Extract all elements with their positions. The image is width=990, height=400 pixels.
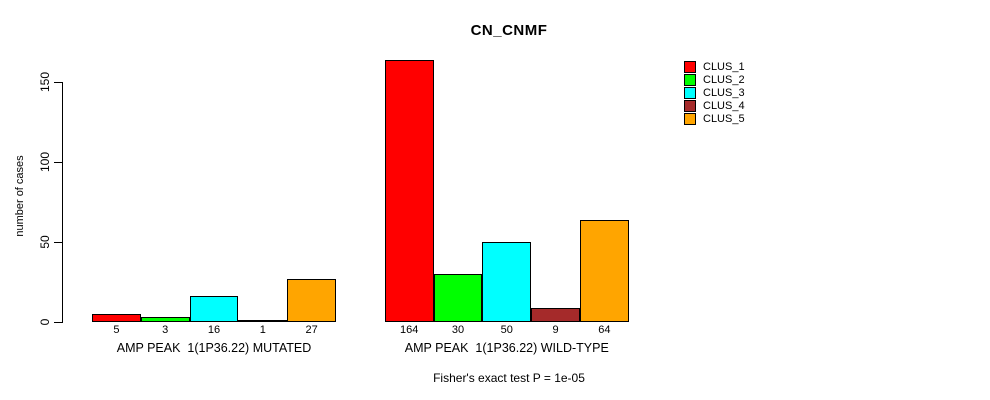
bar-clus_4-group1: [238, 320, 288, 322]
legend-label: CLUS_3: [703, 86, 745, 99]
y-tick-label: 150: [38, 71, 52, 93]
bar-value-label: 27: [305, 324, 318, 336]
y-tick-mark: [54, 242, 62, 243]
bar-clus_5-group1: [287, 278, 336, 322]
legend-swatch-icon: [684, 60, 696, 73]
legend-swatch-icon: [684, 100, 696, 113]
legend-swatch-icon: [684, 86, 696, 99]
bar-clus_4-group2: [531, 307, 580, 322]
bar-clus_1-group2: [384, 59, 434, 322]
legend-label: CLUS_1: [703, 60, 745, 73]
bar-clus_2-group2: [433, 274, 483, 322]
bar-clus_3-group1: [189, 296, 239, 322]
legend-row-clus_1: CLUS_1: [684, 60, 745, 73]
chart-title: CN_CNMF: [470, 22, 548, 39]
legend-row-clus_4: CLUS_4: [684, 100, 745, 113]
group-label: AMP PEAK 1(1P36.22) MUTATED: [116, 341, 312, 355]
bar-value-label: 30: [451, 324, 465, 336]
legend-swatch-icon: [684, 113, 696, 126]
bar-value-label: 164: [400, 324, 419, 336]
y-tick-label: 100: [38, 151, 52, 173]
bar-value-label: 16: [207, 324, 221, 336]
fisher-test-note: Fisher's exact test P = 1e-05: [433, 371, 585, 385]
legend-swatch-icon: [684, 73, 696, 86]
y-axis-line: [62, 82, 63, 323]
y-axis-label: number of cases: [14, 155, 26, 237]
bar-value-label: 5: [113, 324, 120, 336]
bar-value-label: 9: [552, 324, 559, 336]
bar-value-label: 50: [500, 324, 513, 336]
y-tick-label: 0: [38, 318, 52, 326]
legend: CLUS_1 CLUS_2 CLUS_3 CLUS_4 CLUS_5: [684, 60, 745, 126]
legend-row-clus_5: CLUS_5: [684, 113, 745, 126]
bar-clus_2-group1: [140, 317, 190, 322]
bar-clus_1-group1: [92, 314, 141, 322]
y-tick-mark: [54, 82, 62, 83]
legend-label: CLUS_5: [703, 113, 745, 126]
bar-value-label: 1: [259, 324, 266, 336]
legend-row-clus_3: CLUS_3: [684, 86, 745, 99]
y-tick-mark: [54, 322, 62, 323]
bar-value-label: 64: [598, 324, 611, 336]
bar-value-label: 3: [162, 324, 169, 336]
bar-clus_3-group2: [482, 242, 532, 322]
group-label: AMP PEAK 1(1P36.22) WILD-TYPE: [404, 341, 609, 355]
legend-row-clus_2: CLUS_2: [684, 73, 745, 86]
y-tick-label: 50: [38, 235, 52, 249]
y-tick-mark: [54, 162, 62, 163]
legend-label: CLUS_4: [703, 100, 745, 113]
bar-clus_5-group2: [580, 219, 629, 322]
legend-label: CLUS_2: [703, 73, 745, 86]
